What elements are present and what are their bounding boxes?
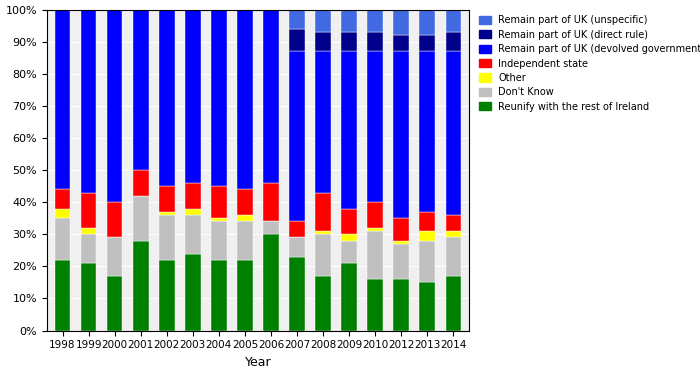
Bar bbox=[80, 10, 97, 193]
Bar bbox=[446, 10, 461, 32]
Bar bbox=[185, 215, 201, 253]
Bar bbox=[393, 218, 409, 241]
Bar bbox=[237, 215, 253, 222]
Bar bbox=[159, 10, 174, 186]
Bar bbox=[237, 10, 253, 189]
Bar bbox=[315, 51, 331, 193]
Bar bbox=[446, 238, 461, 276]
Bar bbox=[368, 279, 383, 331]
Bar bbox=[368, 10, 383, 32]
Bar bbox=[342, 234, 357, 241]
Bar bbox=[107, 202, 122, 238]
Bar bbox=[315, 193, 331, 231]
Bar bbox=[263, 234, 279, 331]
Bar bbox=[393, 35, 409, 51]
Bar bbox=[133, 196, 148, 241]
Bar bbox=[393, 241, 409, 244]
Bar bbox=[446, 32, 461, 51]
Bar bbox=[263, 10, 279, 183]
Bar bbox=[419, 51, 435, 212]
Bar bbox=[80, 263, 97, 331]
Bar bbox=[393, 279, 409, 331]
Bar bbox=[368, 228, 383, 231]
Bar bbox=[446, 215, 461, 231]
Bar bbox=[55, 218, 71, 260]
Bar bbox=[289, 257, 305, 331]
Bar bbox=[315, 276, 331, 331]
Bar bbox=[342, 209, 357, 234]
Bar bbox=[159, 212, 174, 215]
Bar bbox=[237, 189, 253, 215]
Bar bbox=[289, 10, 305, 29]
Bar bbox=[107, 10, 122, 202]
Bar bbox=[289, 29, 305, 51]
Bar bbox=[133, 10, 148, 170]
Bar bbox=[289, 238, 305, 257]
Bar bbox=[419, 212, 435, 231]
Bar bbox=[315, 32, 331, 51]
Bar bbox=[289, 222, 305, 238]
Bar bbox=[342, 263, 357, 331]
Bar bbox=[80, 234, 97, 263]
Bar bbox=[419, 231, 435, 241]
Bar bbox=[211, 260, 227, 331]
Bar bbox=[263, 183, 279, 222]
Bar bbox=[393, 51, 409, 218]
Bar bbox=[55, 260, 71, 331]
Bar bbox=[55, 209, 71, 218]
Bar bbox=[211, 218, 227, 222]
Bar bbox=[133, 170, 148, 196]
Bar bbox=[185, 209, 201, 215]
Bar bbox=[107, 238, 122, 276]
Legend: Remain part of UK (unspecific), Remain part of UK (direct rule), Remain part of : Remain part of UK (unspecific), Remain p… bbox=[478, 14, 700, 112]
Bar bbox=[80, 193, 97, 228]
Bar bbox=[419, 282, 435, 331]
Bar bbox=[55, 189, 71, 209]
Bar bbox=[211, 186, 227, 218]
Bar bbox=[342, 10, 357, 32]
Bar bbox=[237, 222, 253, 260]
Bar bbox=[368, 231, 383, 279]
Bar bbox=[393, 10, 409, 35]
Bar bbox=[368, 51, 383, 202]
Bar bbox=[185, 253, 201, 331]
Bar bbox=[446, 51, 461, 215]
Bar bbox=[55, 10, 71, 189]
Bar bbox=[107, 276, 122, 331]
Bar bbox=[315, 234, 331, 276]
Bar bbox=[133, 241, 148, 331]
X-axis label: Year: Year bbox=[244, 356, 272, 369]
Bar bbox=[315, 10, 331, 32]
Bar bbox=[419, 35, 435, 51]
Bar bbox=[446, 231, 461, 238]
Bar bbox=[368, 32, 383, 51]
Bar bbox=[263, 222, 279, 234]
Bar bbox=[80, 228, 97, 234]
Bar bbox=[185, 183, 201, 209]
Bar bbox=[211, 222, 227, 260]
Bar bbox=[342, 241, 357, 263]
Bar bbox=[185, 10, 201, 183]
Bar bbox=[446, 276, 461, 331]
Bar bbox=[159, 186, 174, 212]
Bar bbox=[289, 51, 305, 222]
Bar bbox=[342, 32, 357, 51]
Bar bbox=[393, 244, 409, 279]
Bar bbox=[237, 260, 253, 331]
Bar bbox=[159, 260, 174, 331]
Bar bbox=[419, 10, 435, 35]
Bar bbox=[419, 241, 435, 282]
Bar bbox=[342, 51, 357, 209]
Bar bbox=[159, 215, 174, 260]
Bar bbox=[315, 231, 331, 234]
Bar bbox=[211, 10, 227, 186]
Bar bbox=[368, 202, 383, 228]
